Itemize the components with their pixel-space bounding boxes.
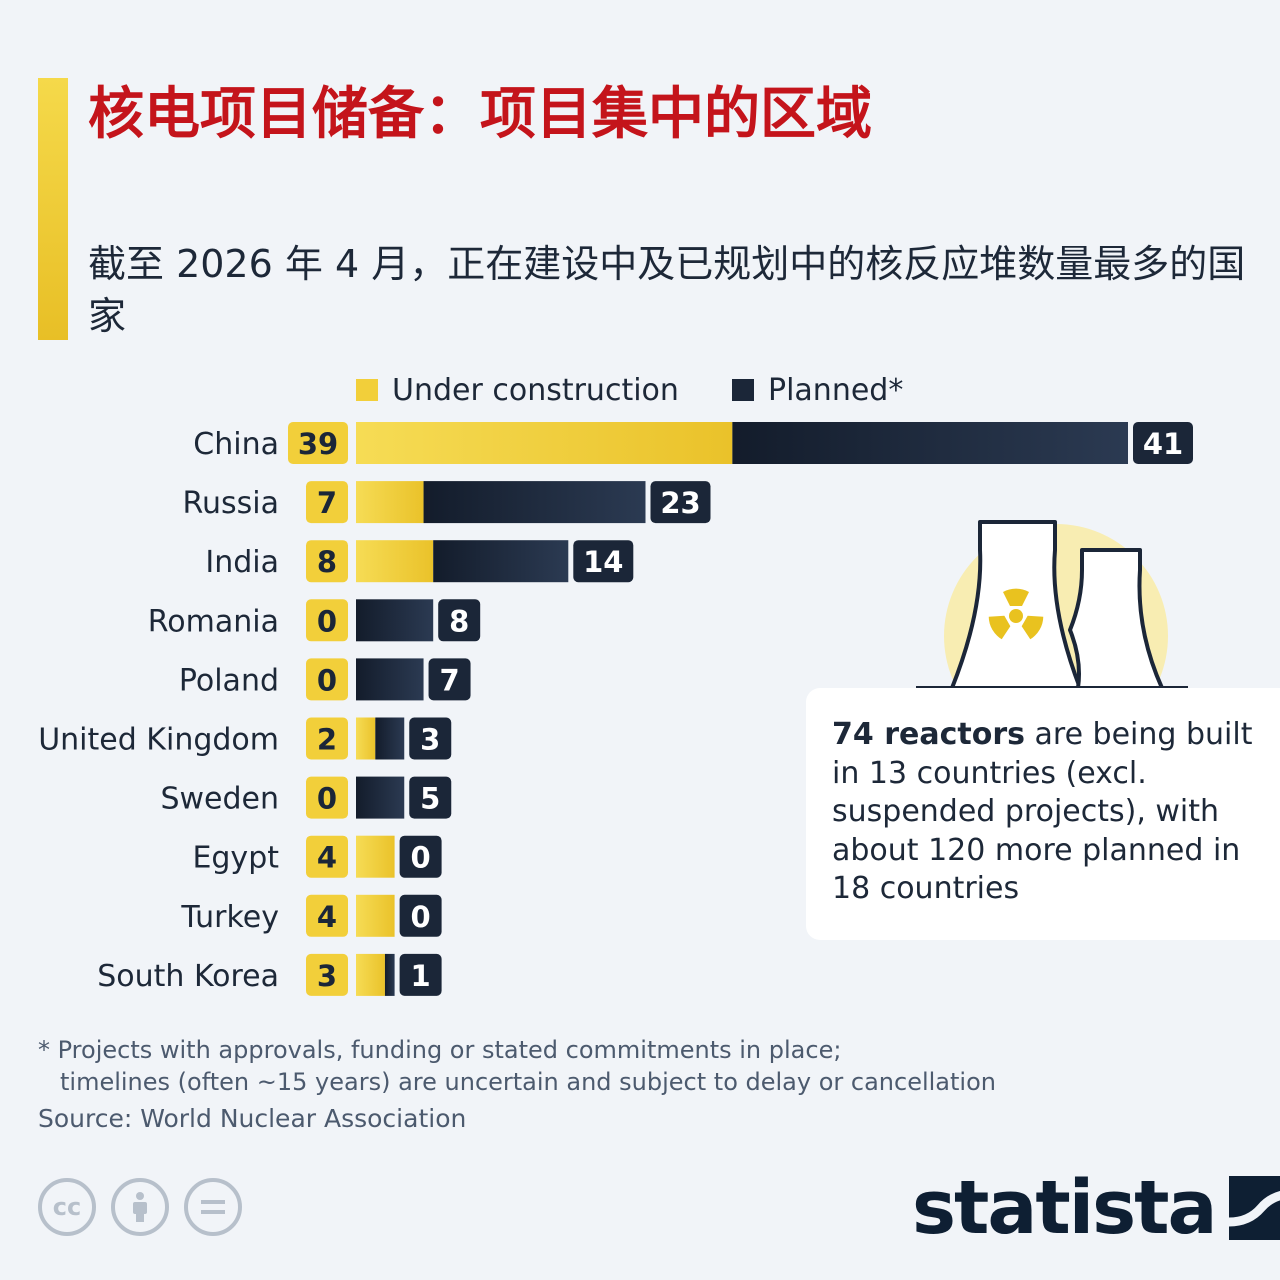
legend-item-under-construction: Under construction (356, 370, 679, 410)
value-label-uc-egypt: 4 (317, 841, 337, 875)
value-badge-uc-turkey (306, 894, 348, 937)
value-label-uc-south-korea: 3 (317, 959, 337, 993)
bar-planned-poland (356, 658, 424, 701)
bar-uc-united-kingdom (356, 717, 376, 760)
value-label-planned-south-korea: 1 (411, 959, 431, 993)
footnote: * Projects with approvals, funding or st… (38, 1034, 996, 1098)
value-label-planned-poland: 7 (439, 663, 459, 697)
legend-item-planned: Planned* (732, 370, 903, 410)
value-label-uc-india: 8 (317, 545, 337, 579)
license-icons: cc (38, 1178, 242, 1236)
source-text: Source: World Nuclear Association (38, 1104, 467, 1133)
bar-uc-russia (356, 481, 424, 524)
value-badge-uc-sweden (306, 776, 348, 819)
category-label-romania: Romania (148, 604, 279, 639)
bar-planned-china (732, 422, 1128, 464)
callout-box: 74 reactors are being built in 13 countr… (806, 688, 1280, 940)
category-label-united-kingdom: United Kingdom (38, 723, 279, 758)
category-label-egypt: Egypt (192, 841, 279, 876)
category-label-russia: Russia (183, 486, 280, 521)
value-badge-planned-sweden (409, 776, 452, 819)
brand-name: statista (912, 1165, 1217, 1251)
value-label-uc-poland: 0 (317, 663, 337, 697)
legend-swatch-planned (732, 379, 754, 401)
value-label-planned-china: 41 (1143, 427, 1183, 461)
value-label-planned-egypt: 0 (411, 841, 431, 875)
cooling-towers-icon (916, 520, 1188, 695)
value-badge-planned-egypt (399, 835, 442, 878)
nd-icon[interactable] (184, 1178, 242, 1236)
value-label-uc-russia: 7 (317, 486, 337, 520)
bar-planned-sweden (356, 776, 405, 819)
callout-rest: are being built in 13 countries (excl. s… (832, 717, 1253, 906)
value-badge-planned-south-korea (399, 953, 442, 996)
by-icon[interactable] (111, 1178, 169, 1236)
bar-uc-egypt (356, 835, 395, 878)
category-label-india: India (205, 545, 279, 580)
value-badge-planned-united-kingdom (409, 717, 452, 760)
value-badge-uc-china (288, 422, 348, 464)
value-label-planned-india: 14 (583, 545, 623, 579)
legend-label-planned: Planned* (768, 372, 904, 408)
accent-bar (38, 78, 68, 340)
bar-uc-south-korea (356, 953, 385, 996)
value-badge-planned-china (1133, 422, 1193, 464)
value-badge-planned-india (573, 540, 634, 583)
legend-label-under-construction: Under construction (392, 372, 679, 408)
bar-uc-india (356, 540, 434, 583)
bar-planned-united-kingdom (375, 717, 405, 760)
bar-uc-turkey (356, 894, 395, 937)
value-badge-uc-south-korea (306, 953, 348, 996)
value-label-uc-romania: 0 (317, 604, 337, 638)
category-label-south-korea: South Korea (97, 959, 279, 994)
value-badge-planned-turkey (399, 894, 442, 937)
category-label-poland: Poland (179, 663, 279, 698)
value-label-planned-russia: 23 (660, 486, 700, 520)
value-badge-uc-india (306, 540, 348, 583)
legend-swatch-under-construction (356, 379, 378, 401)
footnote-line-2: timelines (often ~15 years) are uncertai… (60, 1068, 996, 1096)
radiation-icon (988, 588, 1044, 640)
callout-bold: 74 reactors (832, 717, 1025, 752)
value-label-uc-turkey: 4 (317, 900, 337, 934)
category-label-sweden: Sweden (160, 782, 279, 817)
value-badge-uc-russia (306, 481, 348, 524)
value-label-planned-turkey: 0 (411, 900, 431, 934)
bar-uc-china (356, 422, 733, 464)
category-label-china: China (193, 427, 279, 462)
page-title: 核电项目储备：项目集中的区域 (88, 82, 872, 147)
bar-planned-russia (423, 481, 646, 524)
page-subtitle: 截至 2026 年 4 月，正在建设中及已规划中的核反应堆数量最多的国家 (88, 242, 1246, 338)
value-badge-uc-poland (306, 658, 348, 701)
value-label-uc-united-kingdom: 2 (317, 723, 337, 757)
statista-mark-icon (1229, 1176, 1280, 1240)
value-label-planned-united-kingdom: 3 (420, 723, 440, 757)
value-badge-planned-romania (438, 599, 481, 642)
value-badge-uc-egypt (306, 835, 348, 878)
value-label-uc-sweden: 0 (317, 782, 337, 816)
value-badge-planned-russia (650, 481, 711, 524)
bar-planned-india (433, 540, 569, 583)
value-label-uc-china: 39 (298, 427, 338, 461)
bar-planned-south-korea (384, 953, 395, 996)
value-label-planned-sweden: 5 (420, 782, 440, 816)
callout-text: 74 reactors are being built in 13 countr… (832, 716, 1262, 909)
value-badge-planned-poland (428, 658, 471, 701)
footnote-line-1: * Projects with approvals, funding or st… (38, 1036, 842, 1064)
statista-logo[interactable]: statista (912, 1168, 1280, 1248)
category-label-turkey: Turkey (180, 900, 279, 935)
bar-planned-romania (356, 599, 434, 642)
value-badge-uc-united-kingdom (306, 717, 348, 760)
value-label-planned-romania: 8 (449, 604, 469, 638)
value-badge-uc-romania (306, 599, 348, 642)
cc-icon[interactable]: cc (38, 1178, 96, 1236)
